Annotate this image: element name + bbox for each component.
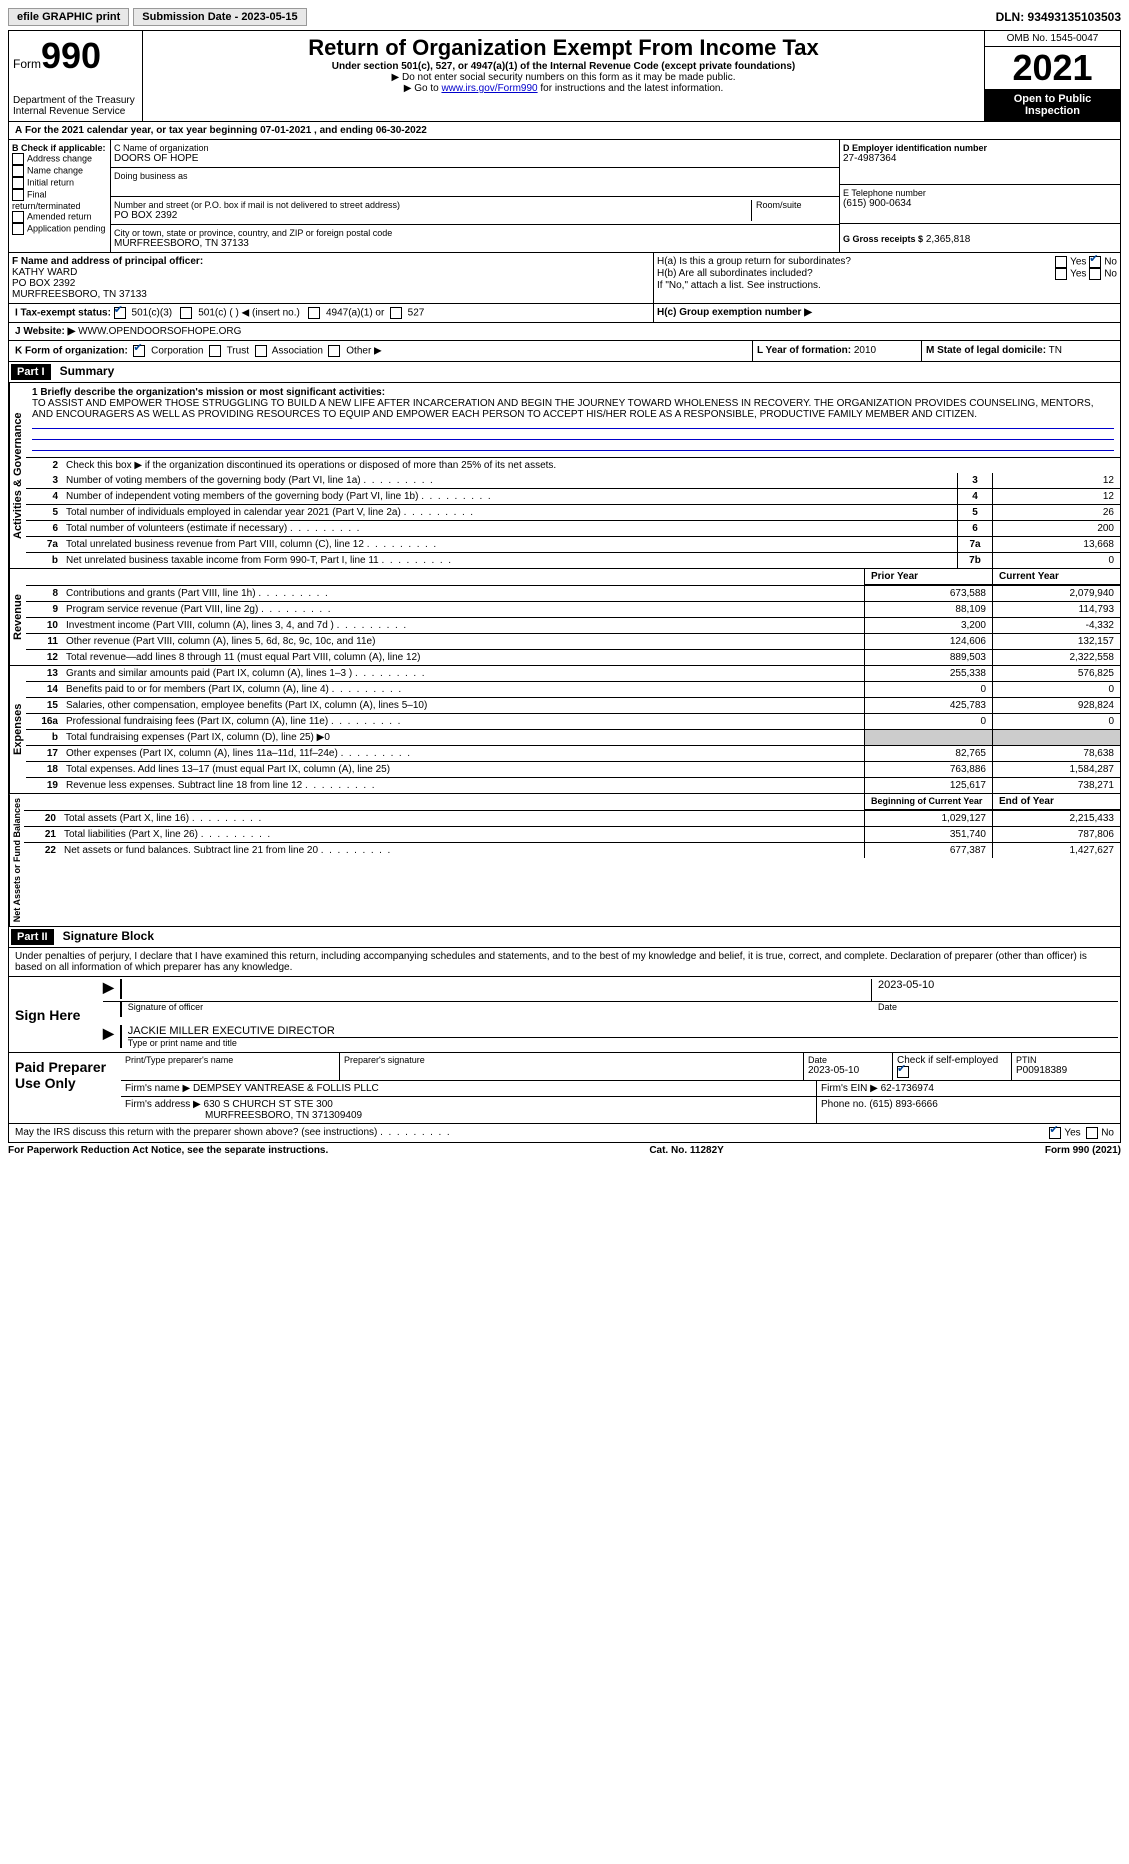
form-label: Form xyxy=(13,57,41,71)
voting-members: 12 xyxy=(992,473,1120,488)
street-address: PO BOX 2392 xyxy=(114,210,751,221)
form-container: Form990 Department of the Treasury Inter… xyxy=(8,30,1121,1143)
sign-here-label: Sign Here xyxy=(9,977,101,1052)
501c3-checkbox xyxy=(114,307,126,319)
phone: (615) 900-0634 xyxy=(843,198,1117,209)
firm-phone: (615) 893-6666 xyxy=(869,1099,937,1110)
year-formed: 2010 xyxy=(854,345,876,356)
paid-preparer-label: Paid Preparer Use Only xyxy=(9,1053,121,1123)
section-b: B Check if applicable: Address change Na… xyxy=(9,140,111,252)
org-name: DOORS OF HOPE xyxy=(114,153,836,164)
dln-label: DLN: 93493135103503 xyxy=(996,10,1121,24)
irs-label: Internal Revenue Service xyxy=(13,106,138,117)
firm-ein: 62-1736974 xyxy=(881,1083,934,1094)
corp-checkbox xyxy=(133,345,145,357)
paperwork-notice: For Paperwork Reduction Act Notice, see … xyxy=(8,1145,328,1156)
group-return-no xyxy=(1089,256,1101,268)
discuss-yes xyxy=(1049,1127,1061,1139)
ssn-note: ▶ Do not enter social security numbers o… xyxy=(147,72,980,83)
ein: 27-4987364 xyxy=(843,153,1117,164)
part1-header: Part I xyxy=(11,364,51,380)
form-page-label: Form 990 (2021) xyxy=(1045,1145,1121,1156)
city-address: MURFREESBORO, TN 37133 xyxy=(114,238,836,249)
firm-name: DEMPSEY VANTREASE & FOLLIS PLLC xyxy=(193,1083,379,1094)
penalty-statement: Under penalties of perjury, I declare th… xyxy=(9,948,1120,977)
officer-name: KATHY WARD xyxy=(12,267,650,278)
form-number: 990 xyxy=(41,35,101,76)
form-header: Form990 Department of the Treasury Inter… xyxy=(9,31,1120,122)
tax-period: A For the 2021 calendar year, or tax yea… xyxy=(9,122,1120,139)
expenses-label: Expenses xyxy=(9,666,26,793)
net-assets-label: Net Assets or Fund Balances xyxy=(9,794,24,926)
submission-date-button[interactable]: Submission Date - 2023-05-15 xyxy=(133,8,306,26)
officer-signature-name: JACKIE MILLER EXECUTIVE DIRECTOR xyxy=(128,1025,1118,1037)
public-inspection: Open to Public Inspection xyxy=(985,89,1120,121)
irs-link[interactable]: www.irs.gov/Form990 xyxy=(441,83,537,94)
self-employed-checkbox xyxy=(897,1066,909,1078)
instructions-note: ▶ Go to www.irs.gov/Form990 for instruct… xyxy=(147,83,980,94)
treasury-dept: Department of the Treasury xyxy=(13,95,138,106)
tax-year: 2021 xyxy=(985,47,1120,89)
gross-receipts: 2,365,818 xyxy=(926,234,971,245)
form-title: Return of Organization Exempt From Incom… xyxy=(147,35,980,61)
ptin: P00918389 xyxy=(1016,1065,1116,1076)
efile-print-button[interactable]: efile GRAPHIC print xyxy=(8,8,129,26)
domicile-state: TN xyxy=(1049,345,1062,356)
form-subtitle: Under section 501(c), 527, or 4947(a)(1)… xyxy=(147,61,980,72)
revenue-label: Revenue xyxy=(9,569,26,665)
website: WWW.OPENDOORSOFHOPE.ORG xyxy=(75,326,241,337)
omb-number: OMB No. 1545-0047 xyxy=(985,31,1120,47)
mission-text: TO ASSIST AND EMPOWER THOSE STRUGGLING T… xyxy=(32,398,1114,420)
catalog-number: Cat. No. 11282Y xyxy=(649,1145,723,1156)
activities-governance-label: Activities & Governance xyxy=(9,383,26,568)
part2-header: Part II xyxy=(11,929,54,945)
top-bar: efile GRAPHIC print Submission Date - 20… xyxy=(8,8,1121,26)
